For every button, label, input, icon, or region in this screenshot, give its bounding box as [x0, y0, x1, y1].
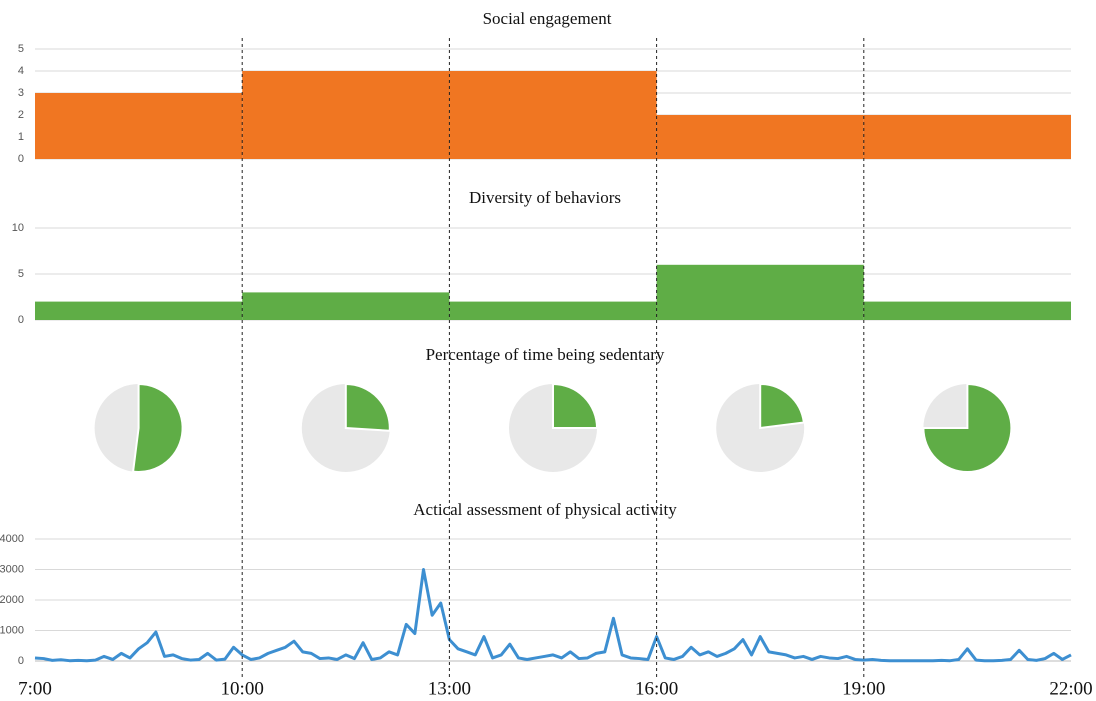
y-tick-label: 0 — [18, 314, 24, 326]
bar — [35, 93, 243, 159]
bar — [449, 71, 657, 159]
pie-slice — [344, 382, 391, 432]
y-tick-label: 3 — [18, 87, 24, 99]
bar — [242, 71, 450, 159]
y-tick-label: 1000 — [0, 624, 24, 636]
y-tick-label: 2000 — [0, 594, 24, 606]
y-tick-label: 1 — [18, 131, 24, 143]
pie-slice — [759, 382, 805, 430]
bar — [449, 301, 657, 320]
chart-title: Percentage of time being sedentary — [426, 345, 665, 364]
line — [34, 568, 1072, 663]
x-tick-label: 13:00 — [428, 678, 471, 699]
bar — [863, 301, 1071, 320]
x-tick-label: 10:00 — [221, 678, 264, 699]
pie-slice — [922, 382, 1013, 473]
chart-title: Diversity of behaviors — [469, 188, 621, 207]
y-tick-label: 0 — [18, 655, 24, 667]
y-tick-label: 3000 — [0, 563, 24, 575]
y-tick-label: 4 — [18, 65, 24, 77]
x-tick-label: 7:00 — [18, 678, 52, 699]
chart-title: Social engagement — [483, 9, 612, 28]
pie-slice — [552, 382, 599, 429]
pie-slice — [131, 382, 184, 473]
y-tick-label: 10 — [12, 222, 24, 234]
y-tick-label: 4000 — [0, 533, 24, 545]
y-tick-label: 2 — [18, 109, 24, 121]
chart-title: Actical assessment of physical activity — [413, 500, 677, 519]
y-tick-label: 5 — [18, 268, 24, 280]
x-tick-label: 19:00 — [842, 678, 885, 699]
y-tick-label: 5 — [18, 43, 24, 55]
y-tick-label: 0 — [18, 153, 24, 165]
x-tick-label: 22:00 — [1049, 678, 1092, 699]
bar — [656, 264, 864, 320]
bar — [35, 301, 243, 320]
x-tick-label: 16:00 — [635, 678, 678, 699]
bar — [656, 115, 864, 159]
bar — [863, 115, 1071, 159]
bar — [242, 292, 450, 320]
